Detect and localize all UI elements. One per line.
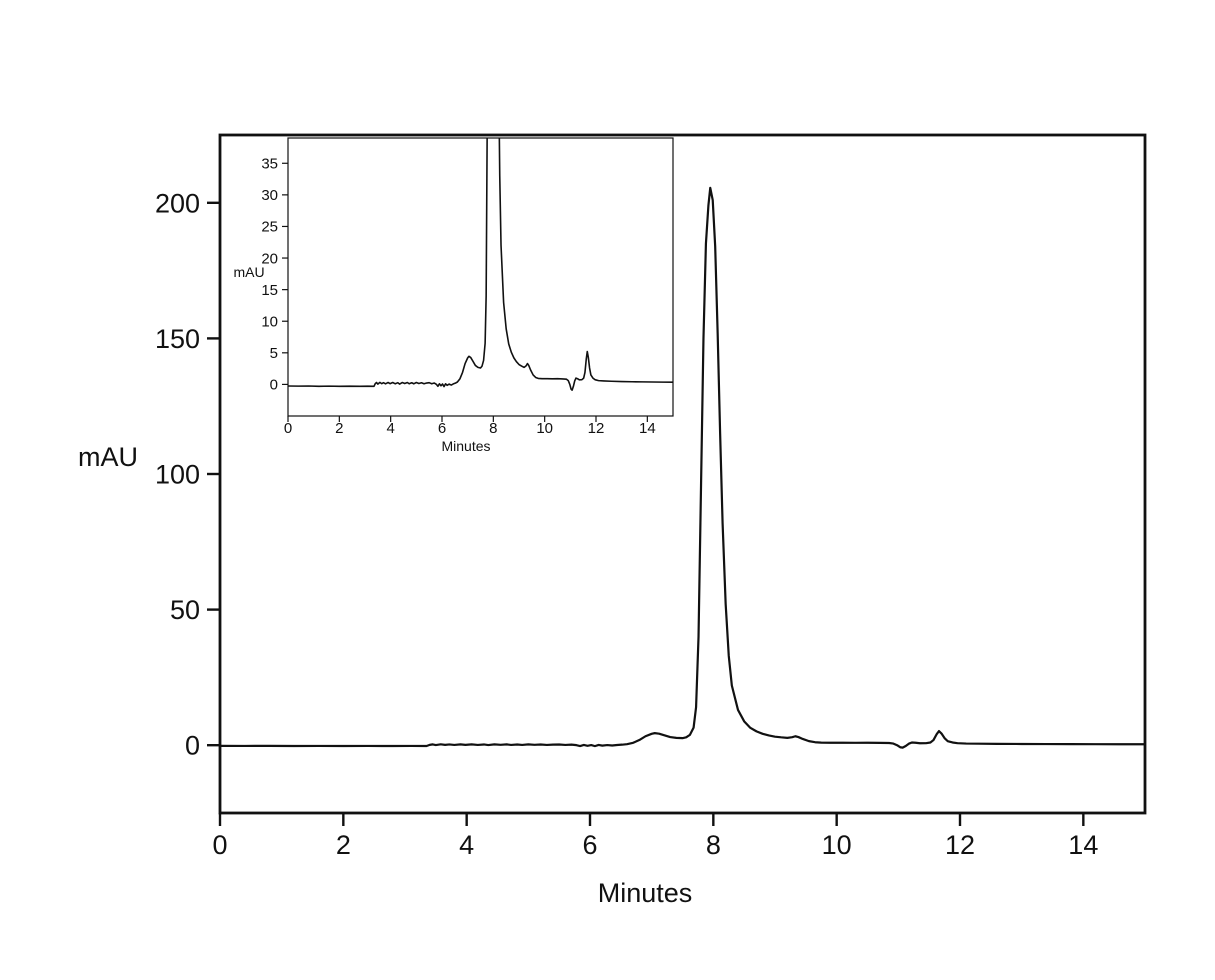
inset-plot-x-tick-label: 8 [489, 420, 497, 437]
main-plot-x-tick-label: 14 [1068, 830, 1098, 860]
main-plot-y-tick-label: 200 [155, 188, 200, 218]
inset-plot-y-tick-label: 5 [270, 345, 278, 362]
main-plot-x-tick-label: 0 [212, 830, 227, 860]
main-plot-frame [218, 133, 1147, 815]
inset-plot-x-axis-title: Minutes [441, 438, 490, 454]
inset-plot-y-tick-label: 20 [261, 250, 278, 267]
inset-plot: 0 2 4 6 8 10 12 14 0 5 10 15 20 25 30 35 Minutes mAU [233, 137, 674, 454]
main-plot-x-tick-label: 12 [945, 830, 975, 860]
inset-plot-x-tick-label: 14 [639, 420, 656, 437]
main-plot-y-tick-label: 150 [155, 324, 200, 354]
inset-plot-y-tick-label: 15 [261, 282, 278, 299]
inset-plot-y-tick-label: 30 [261, 187, 278, 204]
inset-plot-x-tick-label: 0 [284, 420, 292, 437]
inset-plot-x-tick-label: 10 [536, 420, 553, 437]
main-plot-trace [220, 186, 1145, 749]
main-plot-y-tick-label: 0 [185, 731, 200, 761]
inset-plot-y-axis-title: mAU [233, 264, 264, 280]
inset-plot-y-tick-label: 35 [261, 156, 278, 173]
main-plot-x-tick-label: 6 [582, 830, 597, 860]
main-plot-x-tick-label: 4 [459, 830, 474, 860]
main-plot-x-tick-label: 10 [822, 830, 852, 860]
inset-plot-x-tick-label: 12 [588, 420, 605, 437]
inset-plot-x-tick-label: 2 [335, 420, 343, 437]
inset-plot-x-tick-label: 4 [386, 420, 394, 437]
inset-plot-y-tick-label: 25 [261, 219, 278, 236]
main-plot-y-tick-label: 100 [155, 459, 200, 489]
inset-plot-y-tick-label: 0 [270, 377, 278, 394]
main-plot-x-tick-label: 2 [336, 830, 351, 860]
main-plot-x-axis-title: Minutes [598, 878, 693, 908]
main-plot-y-tick-label: 50 [170, 595, 200, 625]
inset-plot-trace [288, 138, 673, 391]
inset-plot-frame [287, 137, 674, 417]
inset-plot-x-tick-label: 6 [438, 420, 446, 437]
main-plot-x-tick-label: 8 [706, 830, 721, 860]
inset-plot-y-tick-label: 10 [261, 313, 278, 330]
main-plot-y-axis-title: mAU [78, 442, 138, 472]
